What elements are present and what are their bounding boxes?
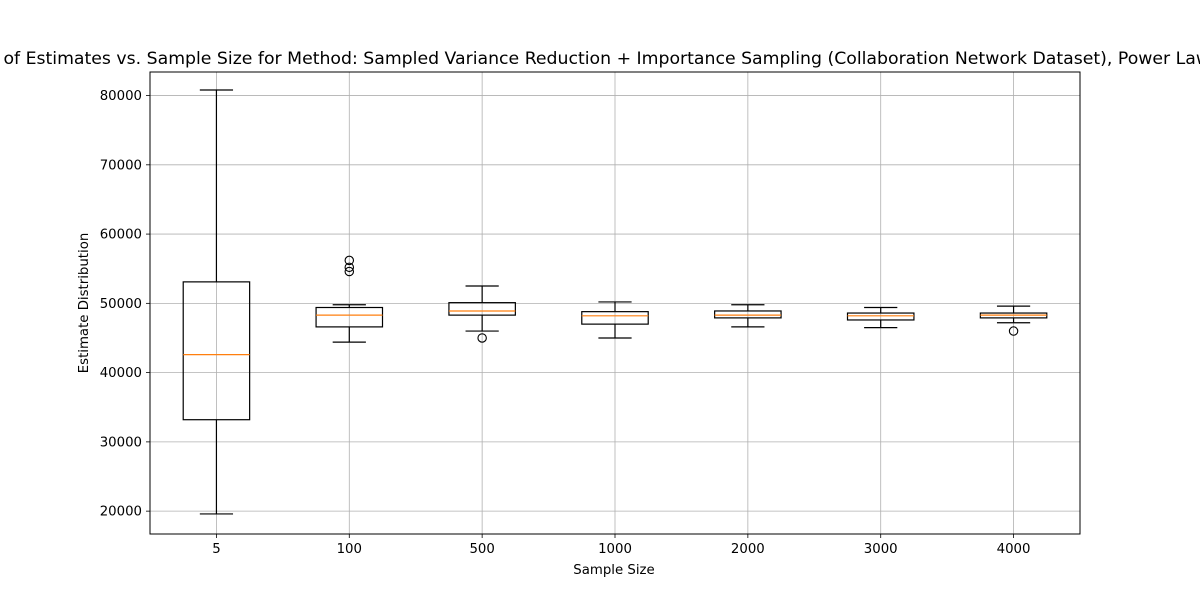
grid-layer (150, 72, 1080, 534)
iqr-box (448, 302, 516, 316)
outlier-point (477, 333, 487, 343)
y-tick-label: 20000 (100, 505, 142, 520)
iqr-box (846, 312, 915, 321)
box-plot-5 (182, 89, 251, 515)
chart-title: Box and Whisker Plot of Estimates vs. Sa… (0, 49, 1200, 69)
y-axis-label: Estimate Distribution (77, 233, 92, 374)
x-axis-label: Sample Size (573, 563, 654, 578)
plot-frame (149, 71, 1081, 535)
x-tick-label: 5 (212, 542, 220, 557)
y-tick-label: 70000 (100, 158, 142, 173)
y-tick-label: 60000 (100, 228, 142, 243)
box-plot-4000 (979, 305, 1048, 336)
outlier-point (344, 255, 355, 266)
iqr-box (315, 306, 384, 328)
y-tick-label: 50000 (100, 297, 142, 312)
y-tick-label: 80000 (100, 89, 142, 104)
iqr-box (714, 310, 782, 319)
axis-layer: 20000 30000 40000 50000 60000 70000 80000 5 100 5… (100, 71, 1081, 557)
x-tick-label: 1000 (598, 542, 632, 557)
iqr-box (581, 311, 649, 325)
x-tick-label: 4000 (997, 542, 1031, 557)
outlier-point (344, 262, 355, 273)
outlier-point (1008, 326, 1019, 336)
box-plot-3000 (846, 306, 915, 329)
box-plot-100 (315, 255, 384, 343)
box-plot-500 (448, 285, 516, 343)
outlier-point (344, 266, 355, 277)
x-tick-label: 2000 (731, 542, 765, 557)
x-tick-label: 100 (337, 542, 362, 557)
x-tick-label: 3000 (864, 542, 898, 557)
y-tick-label: 40000 (100, 366, 142, 381)
x-tick-label: 500 (469, 542, 494, 557)
box-plot-2000 (714, 304, 782, 328)
iqr-box (182, 281, 251, 421)
box-layer (182, 89, 1048, 515)
y-tick-label: 30000 (100, 435, 142, 450)
box-plot-1000 (581, 301, 649, 339)
